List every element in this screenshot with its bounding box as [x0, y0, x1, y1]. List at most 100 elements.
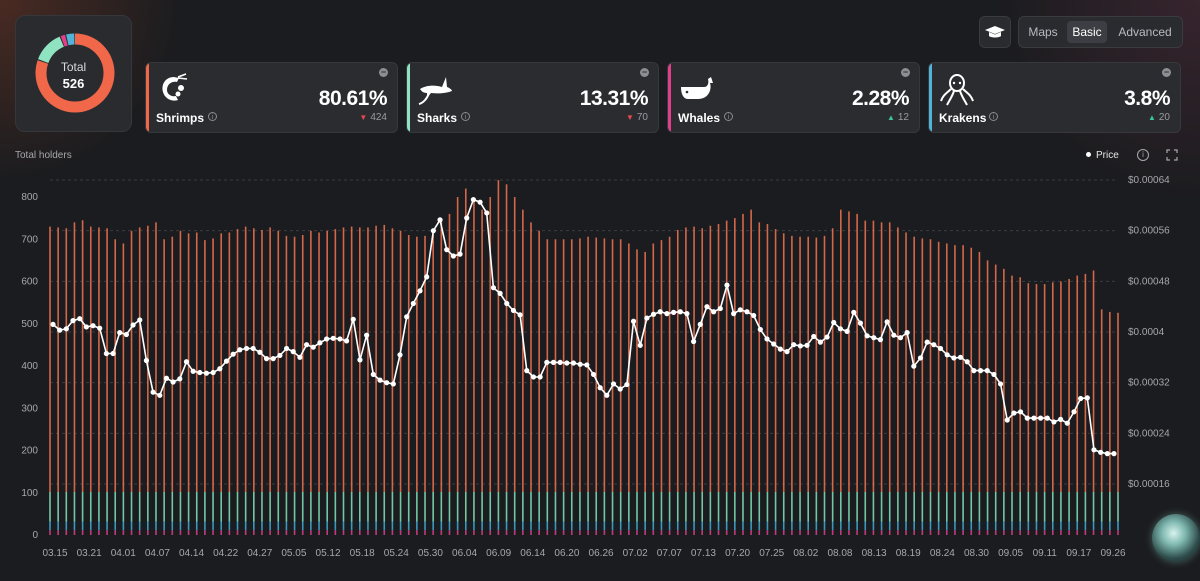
- x-tick-label: 08.30: [964, 548, 989, 559]
- view-basic[interactable]: Basic: [1067, 21, 1107, 43]
- category-card-krakens[interactable]: Krakens i − 3.8% ▲ 20: [928, 62, 1181, 133]
- bar-krakens: [212, 521, 214, 530]
- bar-sharks: [1043, 491, 1046, 522]
- price-point: [731, 311, 737, 317]
- bar-shrimps: [49, 226, 51, 492]
- bar-sharks: [1011, 491, 1013, 522]
- price-point: [150, 389, 156, 395]
- view-advanced[interactable]: Advanced: [1118, 25, 1172, 39]
- price-point: [711, 309, 717, 315]
- bar-sharks: [994, 491, 997, 522]
- price-point: [777, 346, 783, 352]
- info-icon[interactable]: i: [724, 112, 733, 121]
- bar-shrimps: [774, 229, 777, 492]
- bar-whales: [685, 529, 687, 535]
- price-point: [537, 374, 543, 380]
- bar-whales: [676, 529, 679, 535]
- bar-whales: [937, 529, 940, 535]
- bar-sharks: [945, 491, 948, 522]
- info-icon[interactable]: i: [461, 112, 470, 121]
- minus-icon[interactable]: −: [640, 67, 649, 77]
- arrow-down-icon: ▼: [359, 113, 368, 122]
- view-switcher[interactable]: Maps Basic Advanced: [1018, 16, 1183, 48]
- bar-whales: [848, 529, 850, 535]
- bar-sharks: [244, 491, 247, 522]
- bar-shrimps: [220, 233, 223, 492]
- price-point: [303, 342, 310, 348]
- bar-whales: [416, 529, 418, 535]
- bar-krakens: [1051, 521, 1054, 530]
- bar-whales: [89, 529, 92, 535]
- minus-icon[interactable]: −: [379, 67, 388, 77]
- bar-shrimps: [538, 230, 540, 492]
- expand-icon[interactable]: [1166, 149, 1178, 161]
- bar-sharks: [1068, 491, 1070, 522]
- bar-sharks: [579, 491, 581, 522]
- bar-whales: [562, 529, 565, 535]
- bar-krakens: [807, 521, 809, 530]
- bar-whales: [155, 529, 157, 535]
- price-point: [937, 345, 944, 352]
- holders-price-chart[interactable]: 0 100 200 300 400 500 600 700 800 $0.00016 $0.0002…: [0, 170, 1200, 581]
- assistant-orb-button[interactable]: [1152, 514, 1200, 562]
- price-point: [330, 335, 336, 341]
- price-point: [791, 342, 797, 348]
- price-point: [457, 251, 463, 257]
- bar-sharks: [554, 491, 557, 522]
- category-card-shrimps[interactable]: Shrimps i − 80.61% ▼ 424: [145, 62, 398, 133]
- price-point: [797, 343, 803, 349]
- bar-shrimps: [98, 227, 100, 492]
- price-point: [784, 349, 790, 355]
- total-holders-card[interactable]: Total 526: [15, 15, 132, 132]
- info-icon[interactable]: i: [208, 112, 217, 121]
- bar-krakens: [758, 521, 761, 530]
- bar-whales: [628, 529, 630, 535]
- bar-whales: [1035, 529, 1038, 535]
- bar-whales: [350, 529, 353, 535]
- info-icon[interactable]: i: [989, 112, 998, 121]
- bar-shrimps: [138, 227, 141, 492]
- bar-shrimps: [464, 188, 467, 492]
- category-card-sharks[interactable]: Sharks i − 13.31% ▼ 70: [406, 62, 659, 133]
- bar-krakens: [913, 521, 915, 530]
- legend-price[interactable]: Price: [1086, 150, 1119, 161]
- bar-whales: [269, 529, 271, 535]
- bar-shrimps: [106, 228, 108, 492]
- bar-whales: [391, 529, 394, 535]
- bar-krakens: [1092, 521, 1095, 530]
- bar-krakens: [481, 521, 483, 530]
- bar-whales: [856, 529, 858, 535]
- change-value: 70: [636, 112, 648, 123]
- bar-whales: [1076, 529, 1079, 535]
- bar-sharks: [774, 491, 777, 522]
- x-tick-label: 07.25: [759, 548, 784, 559]
- price-point: [317, 340, 323, 346]
- price-point: [123, 331, 130, 338]
- price-point: [1084, 395, 1090, 401]
- price-point: [203, 370, 210, 376]
- bar-sharks: [905, 491, 907, 522]
- minus-icon[interactable]: −: [901, 67, 910, 77]
- bar-whales: [122, 529, 125, 535]
- bar-krakens: [970, 521, 973, 530]
- price-point: [344, 338, 350, 344]
- price-point: [684, 311, 690, 317]
- bar-whales: [456, 529, 459, 535]
- bar-sharks: [73, 491, 76, 522]
- bar-shrimps: [799, 236, 801, 492]
- minus-icon[interactable]: −: [1162, 67, 1171, 77]
- price-point: [490, 285, 497, 291]
- category-card-whales[interactable]: Whales i − 2.28% ▲ 12: [667, 62, 920, 133]
- chart-info-icon[interactable]: i: [1137, 149, 1149, 161]
- bar-shrimps: [693, 226, 695, 492]
- bar-whales: [807, 529, 809, 535]
- education-button[interactable]: [979, 16, 1011, 48]
- price-point: [624, 381, 630, 388]
- accent-bar: [146, 63, 149, 132]
- view-maps[interactable]: Maps: [1028, 25, 1058, 39]
- bar-shrimps: [880, 222, 883, 492]
- bar-shrimps: [318, 232, 320, 492]
- x-tick-label: 09.17: [1066, 548, 1091, 559]
- bar-whales: [1019, 529, 1021, 535]
- bar-whales: [220, 529, 223, 535]
